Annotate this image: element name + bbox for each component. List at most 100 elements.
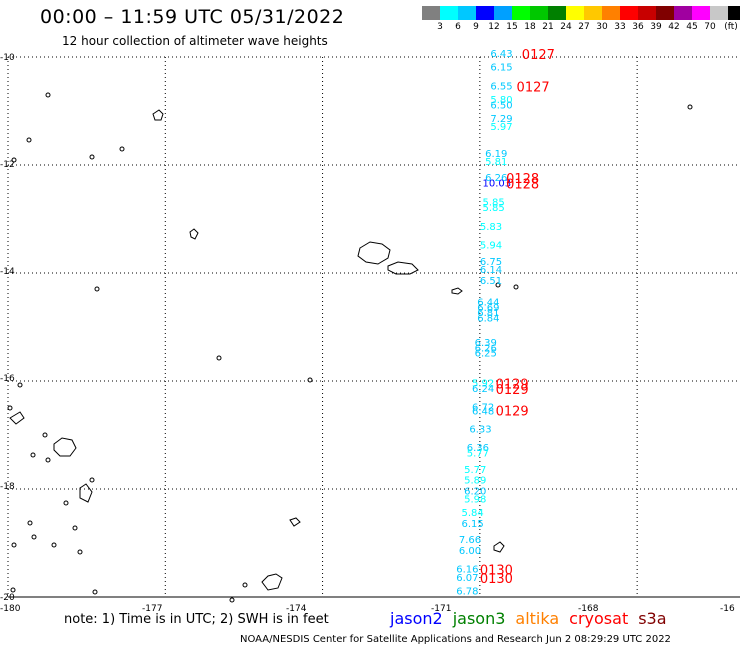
islet-outline [11,542,17,548]
island-outline [9,411,25,425]
islet-outline [30,452,36,458]
island-outline [261,573,283,591]
island-outline [289,517,301,527]
scale-swatch [620,6,638,20]
lon-label: -168 [578,604,599,614]
legend-s3a: s3a [638,609,667,628]
islet-outline [63,500,69,506]
swh-value: 7.66 [459,535,481,546]
swh-value: 5.98 [464,495,486,506]
islet-outline [31,534,37,540]
swh-value: 6.81 [477,308,499,319]
map-title: 00:00 – 11:59 UTC 05/31/2022 [40,6,345,28]
scale-label: 27 [578,22,590,32]
islet-outline [495,282,501,288]
lat-label: -10 [0,53,15,63]
swh-value: 6.55 [490,81,512,92]
islet-outline [72,525,78,531]
scale-swatch [476,6,494,20]
scale-label: 42 [668,22,680,32]
scale-swatch [674,6,692,20]
swh-value: 6.33 [469,424,491,435]
scale-label: 70 [704,22,716,32]
swh-value: 6.84 [477,314,499,325]
credit-line: NOAA/NESDIS Center for Satellite Applica… [240,634,671,645]
swh-value: 5.81 [485,157,507,168]
scale-label: 18 [524,22,536,32]
lat-label: -20 [0,593,15,603]
legend-altika: altika [515,609,560,628]
scale-swatch [566,6,584,20]
scale-label: (ft) [724,22,738,32]
swh-value: 6.14 [480,265,502,276]
island-outline [189,228,199,240]
swh-value: 5.77 [467,449,489,460]
scale-label: 15 [506,22,518,32]
swh-value: 6.20 [464,486,486,497]
lat-label: -12 [0,160,15,170]
scale-swatch [656,6,674,20]
islet-outline [89,154,95,160]
swh-value: 5.92 [472,378,494,389]
lat-label: -18 [0,482,15,492]
scale-label: 12 [488,22,500,32]
swh-value: 5.97 [490,122,512,133]
swh-value: 6.75 [480,257,502,268]
swh-value: 7.29 [490,114,512,125]
pass-time: 0129 [496,383,529,398]
swh-value: 6.07 [456,573,478,584]
scale-swatch [530,6,548,20]
scale-swatch [584,6,602,20]
scale-label: 3 [437,22,443,32]
map-subtitle: 12 hour collection of altimeter wave hei… [62,34,328,48]
swh-value: 6.15 [462,519,484,530]
island-outline [357,241,391,265]
scale-swatch [602,6,620,20]
islet-outline [119,146,125,152]
pass-time: 0129 [496,377,529,392]
swh-value: 5.85 [482,198,504,209]
islet-outline [17,382,23,388]
island-outline [152,109,164,121]
lon-label: -16 [720,604,735,614]
islet-outline [26,137,32,143]
scale-label: 9 [473,22,479,32]
legend-jason2: jason2 [390,609,443,628]
swh-value: 6.16 [456,565,478,576]
swh-value: 6.26 [485,173,507,184]
island-outline [79,483,93,503]
swh-value: 5.89 [464,476,486,487]
swh-value: 6.78 [456,586,478,597]
satellite-legend: jason2 jason3 altika cryosat s3a [390,609,677,628]
islet-outline [307,377,313,383]
islet-outline [229,597,235,603]
scale-swatch [638,6,656,20]
islet-outline [513,284,519,290]
islet-outline [687,104,693,110]
islet-outline [77,549,83,555]
scale-swatch [494,6,512,20]
pass-time: 0129 [496,404,529,419]
swh-value: 6.26 [475,343,497,354]
units-note: note: 1) Time is in UTC; 2) SWH is in fe… [64,612,329,627]
lat-label: -14 [0,267,15,277]
swh-value: 5.94 [480,241,502,252]
lon-label: -180 [0,604,21,614]
islet-outline [242,582,248,588]
islet-outline [45,457,51,463]
scale-label: 21 [542,22,554,32]
swh-value: 6.72 [472,403,494,414]
lat-label: -16 [0,374,15,384]
swh-value: 6.19 [485,149,507,160]
scale-label: 33 [614,22,626,32]
pass-time: 0127 [517,80,550,95]
pass-time: 0127 [522,48,555,63]
swh-value: 5.85 [482,203,504,214]
swh-value: 5.83 [480,222,502,233]
swh-value: 6.39 [475,338,497,349]
islet-outline [216,355,222,361]
scale-label: 24 [560,22,572,32]
island-outline [493,541,505,553]
swh-value: 6.69 [477,303,499,314]
